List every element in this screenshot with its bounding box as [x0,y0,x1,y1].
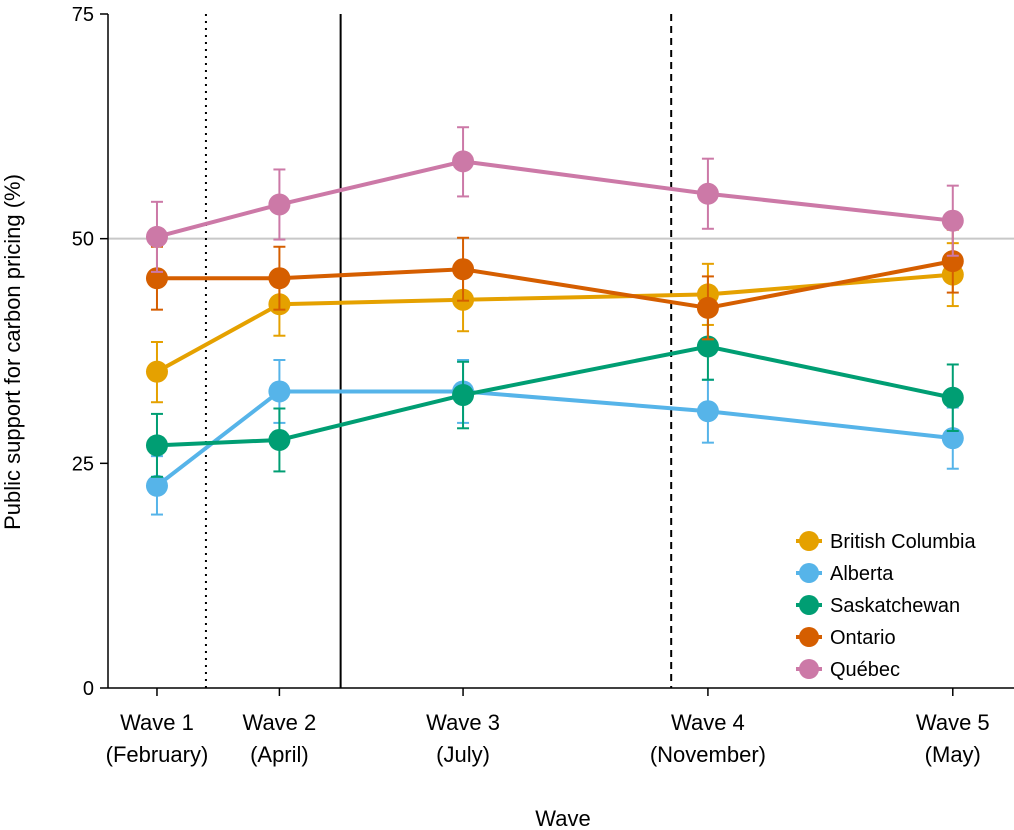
x-tick-sublabel: (April) [250,742,309,767]
legend-label: Saskatchewan [830,595,960,617]
legend-label: British Columbia [830,531,976,553]
x-tick-sublabel: (November) [650,742,766,767]
data-point [696,296,719,319]
wave-divider-layer [204,14,673,688]
y-tick-label: 0 [83,678,94,700]
y-tick-label: 25 [72,453,94,475]
data-point [268,428,291,451]
legend-marker [799,563,819,583]
series-layer [145,126,964,516]
legend-item: British Columbia [796,531,976,553]
data-point [145,434,168,457]
legend-marker [799,627,819,647]
legend-label: Québec [830,659,900,681]
x-tick-label: Wave 3 [426,710,500,735]
data-point [145,474,168,497]
series-line [156,272,953,374]
y-axis-label: Public support for carbon pricing (%) [0,174,25,530]
x-tick-sublabel: (May) [925,742,981,767]
legend-label: Alberta [830,563,894,585]
x-tick-label: Wave 4 [671,710,745,735]
data-point [941,386,964,409]
data-point [268,380,291,403]
x-axis-label: Wave [535,806,590,830]
data-point [452,384,475,407]
data-point [696,182,719,205]
data-point [452,150,475,173]
y-tick-label: 50 [72,229,94,251]
x-tick-label: Wave 1 [120,710,194,735]
x-tick-label: Wave 2 [243,710,317,735]
data-point [941,209,964,232]
data-point [145,225,168,248]
legend-marker [799,595,819,615]
data-point [941,427,964,450]
legend-item: Ontario [796,627,896,649]
data-point [145,360,168,383]
data-point [268,193,291,216]
series-alberta [145,358,964,516]
x-tick-label: Wave 5 [916,710,990,735]
x-tick-sublabel: (July) [436,742,490,767]
legend-item: Alberta [796,563,894,585]
legend-item: Québec [796,659,900,681]
y-tick-label: 75 [72,4,94,26]
data-point [268,267,291,290]
legend-label: Ontario [830,627,896,649]
legend-marker [799,531,819,551]
legend: British Columbia Alberta Saskatchewan Ontar… [796,531,976,681]
legend-marker [799,659,819,679]
series-ontario [145,228,964,341]
axes: 0 25 50 75 Wave 1 (February) Wave 2 (April) Wave… [72,4,1014,767]
x-tick-sublabel: (February) [106,742,209,767]
legend-item: Saskatchewan [796,595,960,617]
data-point [696,335,719,358]
series-saskatchewan [145,312,964,478]
series-qu-bec [145,126,964,273]
data-point [452,258,475,281]
data-point [696,400,719,423]
